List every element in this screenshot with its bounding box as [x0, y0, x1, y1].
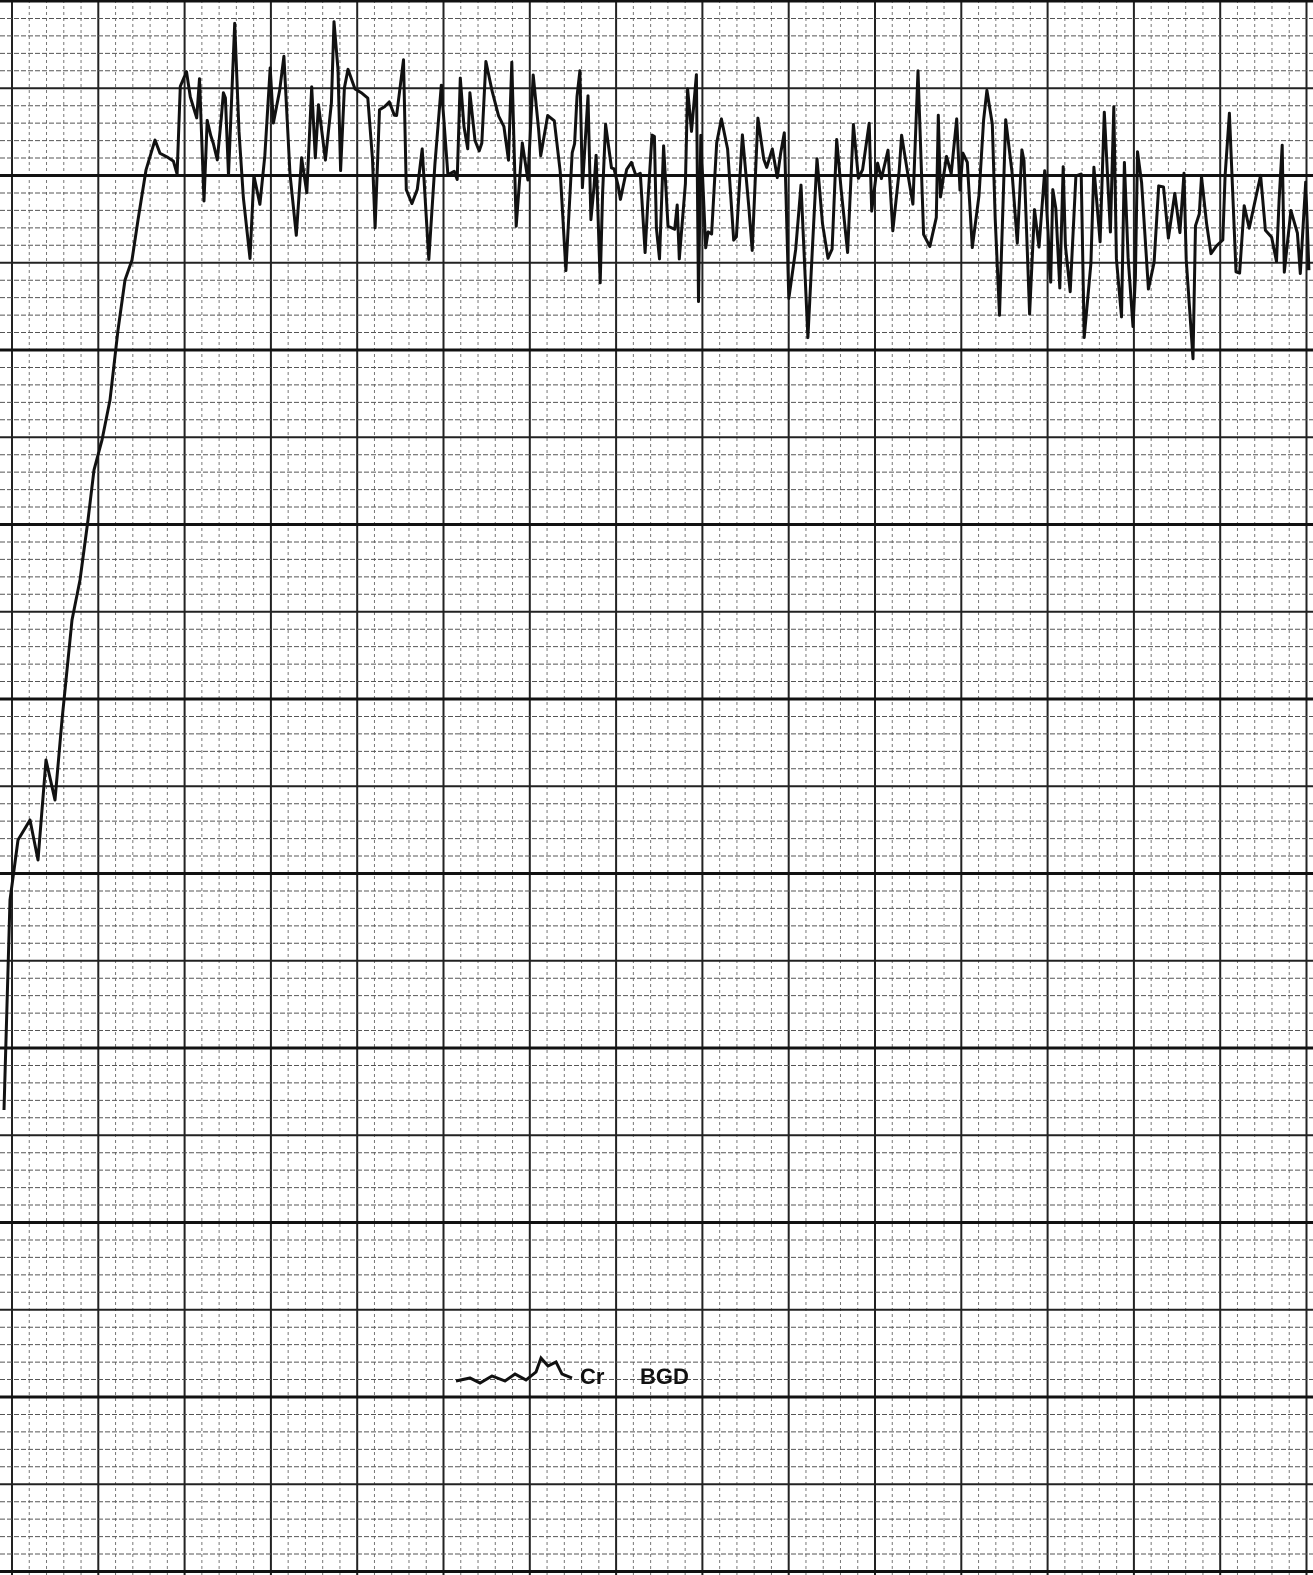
background-label: BGD — [640, 1364, 689, 1389]
page: {"annotations": {"trace_label": "Cr", "b… — [0, 0, 1313, 1575]
trace-label: Cr — [580, 1364, 605, 1389]
chart-paper: Cr BGD — [0, 0, 1313, 1575]
